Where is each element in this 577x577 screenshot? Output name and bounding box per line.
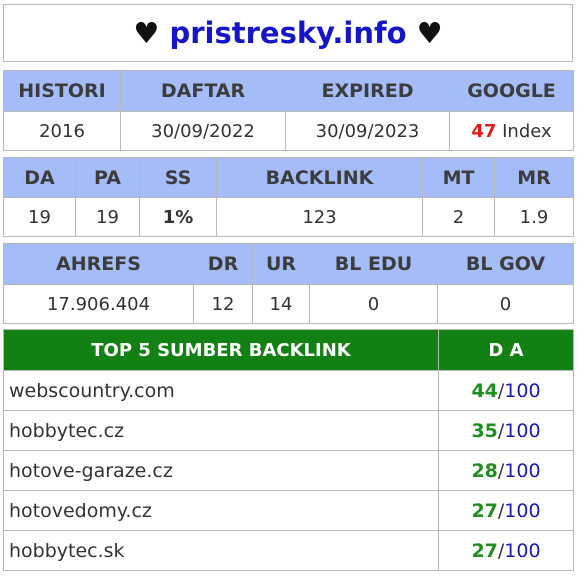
header-ur: UR (252, 243, 310, 285)
da-score: 28 (471, 459, 498, 482)
title-box: ♥ pristresky.info ♥ (3, 4, 573, 62)
header-daftar: DAFTAR (120, 70, 286, 112)
site-name: pristresky.info (169, 16, 407, 50)
header-mr: MR (494, 157, 574, 198)
table-row: hobbytec.cz 35/100 (3, 410, 574, 451)
da-separator: / (497, 539, 505, 562)
value-da: 19 (3, 197, 76, 237)
header-histori: HISTORI (3, 70, 121, 112)
backlink-da: 27/100 (438, 490, 574, 531)
da-score: 27 (471, 499, 498, 522)
heart-icon-right: ♥ (416, 16, 443, 50)
table-row: webscountry.com 44/100 (3, 370, 574, 411)
value-daftar: 30/09/2022 (120, 111, 286, 151)
header-top5-da: D A (438, 329, 574, 371)
table-row: hotovedomy.cz 27/100 (3, 490, 574, 531)
da-score: 27 (471, 539, 498, 562)
heart-icon-left: ♥ (133, 16, 160, 50)
header-dr: DR (193, 243, 253, 285)
google-index-count: 47 (471, 120, 497, 142)
header-backlink: BACKLINK (216, 157, 423, 198)
header-ss: SS (139, 157, 217, 198)
metrics-table: DA PA SS BACKLINK MT MR 19 19 1% 123 2 1… (3, 157, 574, 237)
google-index-suffix: Index (496, 120, 552, 142)
backlink-da: 35/100 (438, 410, 574, 451)
backlink-da: 28/100 (438, 450, 574, 491)
table-row: hobbytec.sk 27/100 (3, 530, 574, 571)
value-ahrefs: 17.906.404 (3, 284, 194, 324)
da-max: 100 (504, 379, 541, 402)
header-ahrefs: AHREFS (3, 243, 194, 285)
header-da: DA (3, 157, 76, 198)
header-mt: MT (422, 157, 495, 198)
value-google: 47 Index (449, 111, 574, 151)
header-google: GOOGLE (449, 70, 574, 112)
da-separator: / (497, 379, 505, 402)
da-separator: / (497, 419, 505, 442)
header-expired: EXPIRED (285, 70, 450, 112)
da-separator: / (497, 459, 505, 482)
value-mt: 2 (422, 197, 495, 237)
value-expired: 30/09/2023 (285, 111, 450, 151)
backlink-domain: hotovedomy.cz (3, 490, 439, 531)
value-histori: 2016 (3, 111, 121, 151)
backlink-domain: hobbytec.sk (3, 530, 439, 571)
header-pa: PA (75, 157, 140, 198)
ahrefs-table: AHREFS DR UR BL EDU BL GOV 17.906.404 12… (3, 243, 574, 324)
value-backlink: 123 (216, 197, 423, 237)
backlink-da: 44/100 (438, 370, 574, 411)
da-max: 100 (504, 499, 541, 522)
da-score: 35 (471, 419, 498, 442)
backlink-domain: webscountry.com (3, 370, 439, 411)
top5-backlink-table: TOP 5 SUMBER BACKLINK D A webscountry.co… (3, 329, 574, 571)
backlink-domain: hotove-garaze.cz (3, 450, 439, 491)
table-row: hotove-garaze.cz 28/100 (3, 450, 574, 491)
value-ss: 1% (139, 197, 217, 237)
history-table: HISTORI DAFTAR EXPIRED GOOGLE 2016 30/09… (3, 70, 574, 151)
title-cell: ♥ pristresky.info ♥ (3, 4, 573, 62)
value-pa: 19 (75, 197, 140, 237)
value-dr: 12 (193, 284, 253, 324)
da-max: 100 (504, 459, 541, 482)
header-top5: TOP 5 SUMBER BACKLINK (3, 329, 439, 371)
value-bl-edu: 0 (309, 284, 438, 324)
backlink-da: 27/100 (438, 530, 574, 571)
value-mr: 1.9 (494, 197, 574, 237)
backlink-domain: hobbytec.cz (3, 410, 439, 451)
header-bl-gov: BL GOV (437, 243, 574, 285)
da-separator: / (497, 499, 505, 522)
da-max: 100 (504, 539, 541, 562)
value-bl-gov: 0 (437, 284, 574, 324)
value-ur: 14 (252, 284, 310, 324)
da-score: 44 (471, 379, 498, 402)
da-max: 100 (504, 419, 541, 442)
header-bl-edu: BL EDU (309, 243, 438, 285)
